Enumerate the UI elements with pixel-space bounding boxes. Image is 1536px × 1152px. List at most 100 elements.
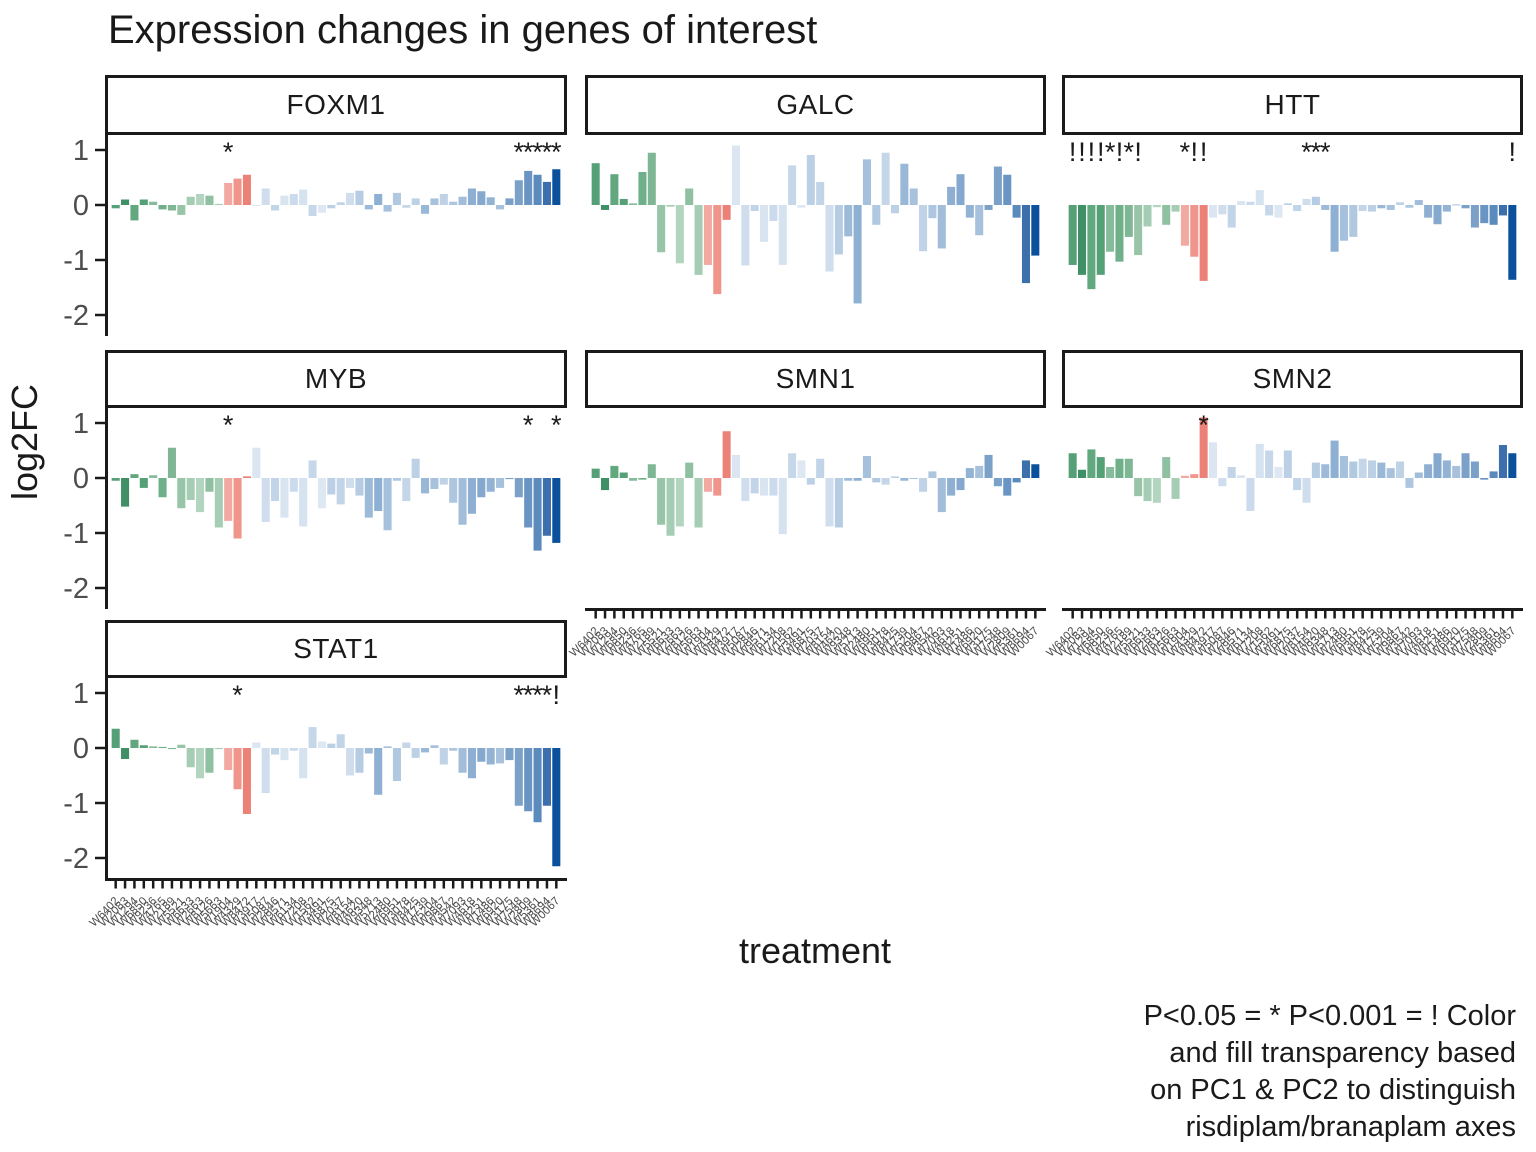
bar (928, 471, 937, 478)
bar (1190, 474, 1199, 478)
bar (224, 478, 233, 521)
bar (542, 478, 551, 536)
bar (439, 194, 448, 205)
bar (336, 202, 345, 205)
bar (647, 152, 656, 205)
bar (993, 478, 1002, 487)
bar (1349, 205, 1358, 237)
bar (496, 478, 505, 488)
bar (1405, 478, 1414, 488)
bar (299, 748, 308, 779)
bar (1237, 475, 1246, 478)
significance-mark: * (542, 680, 553, 710)
bar (788, 453, 797, 478)
bar (524, 748, 533, 812)
y-tick-label: 0 (73, 733, 89, 765)
bar (1255, 190, 1264, 205)
bar (1274, 467, 1283, 478)
bar (713, 205, 722, 295)
bar (1096, 457, 1105, 478)
bar (975, 205, 984, 236)
bar (280, 478, 289, 518)
caption-line: on PC1 & PC2 to distinguish (1150, 1074, 1516, 1106)
significance-mark: * (532, 137, 543, 167)
significance-mark: * (1198, 410, 1209, 440)
bar (1124, 458, 1133, 478)
bar (505, 748, 514, 761)
bar (233, 478, 242, 539)
bar (111, 728, 120, 748)
bar (214, 478, 223, 528)
bar (1162, 205, 1171, 225)
bar (1012, 205, 1021, 218)
bar (467, 188, 476, 205)
bar (261, 478, 270, 522)
bar (421, 478, 430, 494)
bar (552, 478, 561, 543)
y-tick-label: 1 (73, 678, 89, 710)
bar (1265, 205, 1274, 216)
bar (130, 474, 139, 478)
significance-mark: * (551, 410, 562, 440)
significance-mark: * (523, 137, 534, 167)
bar (1311, 462, 1320, 478)
bar (1480, 478, 1489, 480)
bar (844, 205, 853, 237)
bar (731, 454, 741, 478)
bar (1367, 460, 1377, 478)
bar (1152, 478, 1161, 503)
bar (336, 478, 345, 505)
bar (685, 462, 694, 478)
bar (374, 478, 383, 511)
bar (411, 748, 420, 758)
bar (694, 478, 703, 528)
bar (703, 205, 712, 265)
bar (149, 475, 158, 478)
bar (1031, 205, 1040, 256)
bar (844, 478, 853, 481)
facet-strip-htt: HTT (1062, 75, 1523, 135)
bar (458, 748, 467, 773)
bar (1321, 464, 1330, 478)
bar (1358, 205, 1367, 212)
bar (937, 478, 946, 513)
significance-mark: ! (1200, 137, 1208, 167)
bar (449, 478, 458, 503)
y-tick-label: 1 (73, 408, 89, 440)
bar (1424, 205, 1433, 218)
bar (769, 478, 778, 496)
facet-label: FOXM1 (286, 89, 386, 120)
bar (1405, 205, 1414, 208)
bar (890, 205, 900, 214)
bar (619, 198, 628, 205)
bar (1489, 471, 1498, 478)
bar (1115, 458, 1124, 478)
bar (1498, 445, 1507, 478)
bar (685, 188, 694, 205)
bar (788, 165, 797, 205)
bar (327, 743, 336, 748)
bar (430, 198, 439, 205)
bar (111, 478, 120, 481)
facet-label: MYB (304, 363, 368, 394)
bar (1078, 469, 1087, 478)
bar (1377, 462, 1386, 478)
bar (619, 472, 628, 478)
bar (919, 478, 928, 492)
bar (167, 748, 176, 750)
bar (601, 205, 610, 210)
bar (760, 205, 769, 242)
bar (909, 478, 918, 479)
bar (825, 478, 834, 527)
bar (214, 748, 223, 750)
bar (731, 145, 741, 205)
bar (862, 159, 871, 205)
bar (186, 196, 195, 205)
bar (289, 194, 298, 205)
bar (1190, 205, 1199, 257)
bar (374, 194, 383, 205)
y-tick-label: 0 (73, 463, 89, 495)
bar (1283, 203, 1292, 205)
bar (271, 478, 280, 502)
